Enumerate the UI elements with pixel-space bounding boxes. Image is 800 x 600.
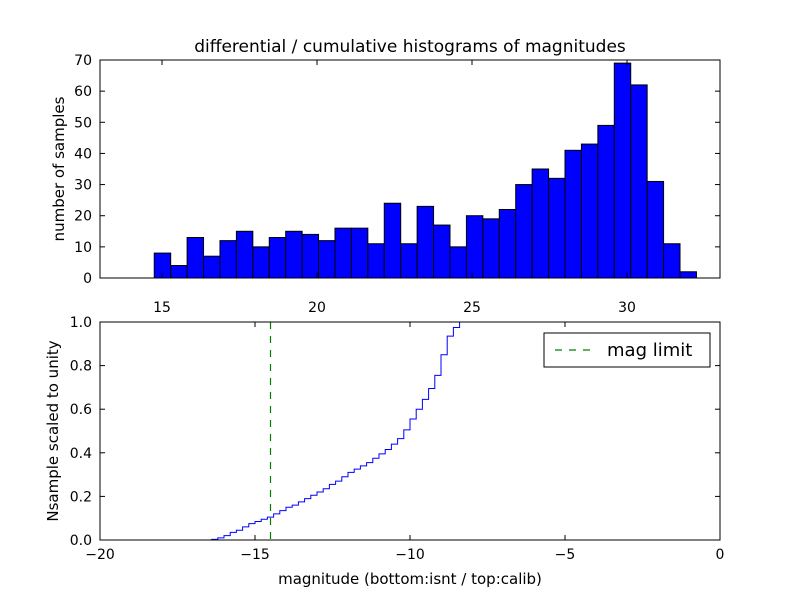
cumulative-y-tick-label: 0.8 [70,359,92,375]
histogram-bar [613,62,632,279]
histogram-bar [400,243,418,279]
legend-label-mag-limit: mag limit [607,340,692,361]
histogram-bar [433,224,451,279]
histogram-bar [465,215,484,279]
histogram-bar [416,205,435,279]
histogram-bar [482,218,500,279]
histogram-bar [597,124,615,279]
cumulative-x-tick-label: −15 [240,547,270,563]
histogram-bar [285,230,303,279]
histogram-bar [334,227,352,279]
cumulative-x-tick-label: −5 [555,547,576,563]
histogram-y-tick-label: 30 [74,178,92,194]
cumulative-x-tick-label: −20 [85,547,115,563]
histogram-bar [186,237,205,279]
histogram-bar [252,246,270,279]
cumulative-x-ticks: −20 −15 −10 −5 0 [85,322,724,563]
cumulative-series [100,322,461,541]
histogram-bar [235,230,254,279]
histogram-bar [646,180,665,279]
histogram-x-tick-label: 25 [463,300,481,316]
histogram-x-ticks: 15 20 25 30 [153,60,636,316]
histogram-bar [383,202,402,279]
cumulative-x-axis-label: magnitude (bottom:isnt / top:calib) [278,570,542,588]
histogram-bar [630,84,648,279]
histogram-bar [580,143,599,279]
cumulative-y-tick-label: 0.2 [70,489,92,505]
cumulative-step-line [100,322,461,541]
histogram-bar [449,246,467,279]
histogram-bar [515,184,533,279]
histogram-y-ticks: 0 10 20 30 40 50 60 70 [74,53,720,287]
legend: mag limit [543,332,711,368]
histogram-bar [663,243,681,279]
histogram-plot-frame [99,59,721,279]
histogram-bars [153,62,697,279]
histogram-y-tick-label: 40 [74,146,92,162]
histogram-bar [564,149,582,279]
histogram-bar [318,240,336,279]
cumulative-y-tick-label: 0.6 [70,402,92,418]
histogram-x-tick-label: 30 [618,300,636,316]
histogram-y-tick-label: 10 [74,240,92,256]
histogram-bar [268,237,287,279]
cumulative-x-tick-label: −10 [395,547,425,563]
histogram-bar [531,168,550,279]
cumulative-y-tick-label: 0.0 [70,533,92,549]
cumulative-chart: −20 −15 −10 −5 0 0.0 0.2 0.4 0.6 0.8 1.0 magnitud… [44,315,724,588]
histogram-bar [170,265,188,279]
histogram-x-tick-label: 15 [153,300,171,316]
histogram-bar [367,243,385,279]
histogram-bar [498,208,517,279]
cumulative-x-tick-label: 0 [716,547,725,563]
histogram-bar [679,271,697,279]
histogram-x-tick-label: 20 [308,300,326,316]
histogram-chart: differential / cumulative histograms of … [50,37,721,316]
histogram-y-tick-label: 0 [83,271,92,287]
histogram-y-tick-label: 20 [74,209,92,225]
cumulative-y-axis-label: Nsample scaled to unity [44,340,62,521]
histogram-bar [203,255,221,279]
histogram-y-axis-label: number of samples [50,96,68,241]
histogram-bar [219,240,237,279]
histogram-y-tick-label: 60 [74,84,92,100]
histogram-bar [350,227,369,279]
histogram-y-tick-label: 50 [74,115,92,131]
cumulative-y-tick-label: 1.0 [70,315,92,331]
chart-title: differential / cumulative histograms of … [194,37,626,57]
cumulative-y-ticks: 0.0 0.2 0.4 0.6 0.8 1.0 [70,315,720,549]
cumulative-y-tick-label: 0.4 [70,446,92,462]
histogram-y-tick-label: 70 [74,53,92,69]
histogram-bar [301,233,320,279]
histogram-bar [548,177,566,279]
